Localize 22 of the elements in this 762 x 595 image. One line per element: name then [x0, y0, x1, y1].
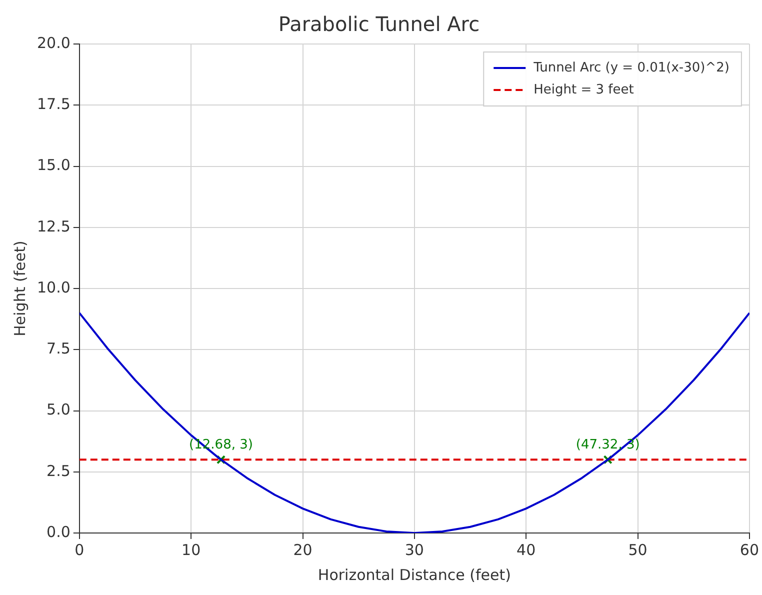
y-axis-title: Height (feet) [10, 240, 29, 336]
y-tick-label: 15.0 [36, 156, 70, 174]
legend-label: Tunnel Arc (y = 0.01(x-30)^2) [532, 60, 730, 76]
x-tick-label: 50 [628, 540, 648, 559]
y-tick-label: 12.5 [36, 217, 70, 236]
x-tick-label: 30 [404, 540, 424, 559]
x-tick-label: 60 [740, 540, 760, 559]
y-tick-label: 17.5 [36, 95, 70, 114]
y-tick-label: 0.0 [46, 522, 70, 541]
y-tick-label: 7.5 [46, 340, 70, 358]
annotation: (47.32, 3) [576, 438, 640, 453]
y-tick-label: 2.5 [46, 462, 70, 480]
y-tick-label: 5.0 [46, 400, 70, 419]
chart-title: Parabolic Tunnel Arc [278, 12, 480, 36]
x-tick-label: 0 [74, 540, 84, 559]
x-tick-label: 10 [182, 540, 201, 559]
y-tick-label: 10.0 [36, 278, 70, 296]
legend-label: Height = 3 feet [534, 82, 634, 98]
y-tick-label: 20.0 [36, 34, 70, 52]
x-tick-label: 40 [516, 540, 536, 559]
x-tick-label: 20 [293, 540, 312, 559]
x-axis-title: Horizontal Distance (feet) [318, 566, 511, 584]
